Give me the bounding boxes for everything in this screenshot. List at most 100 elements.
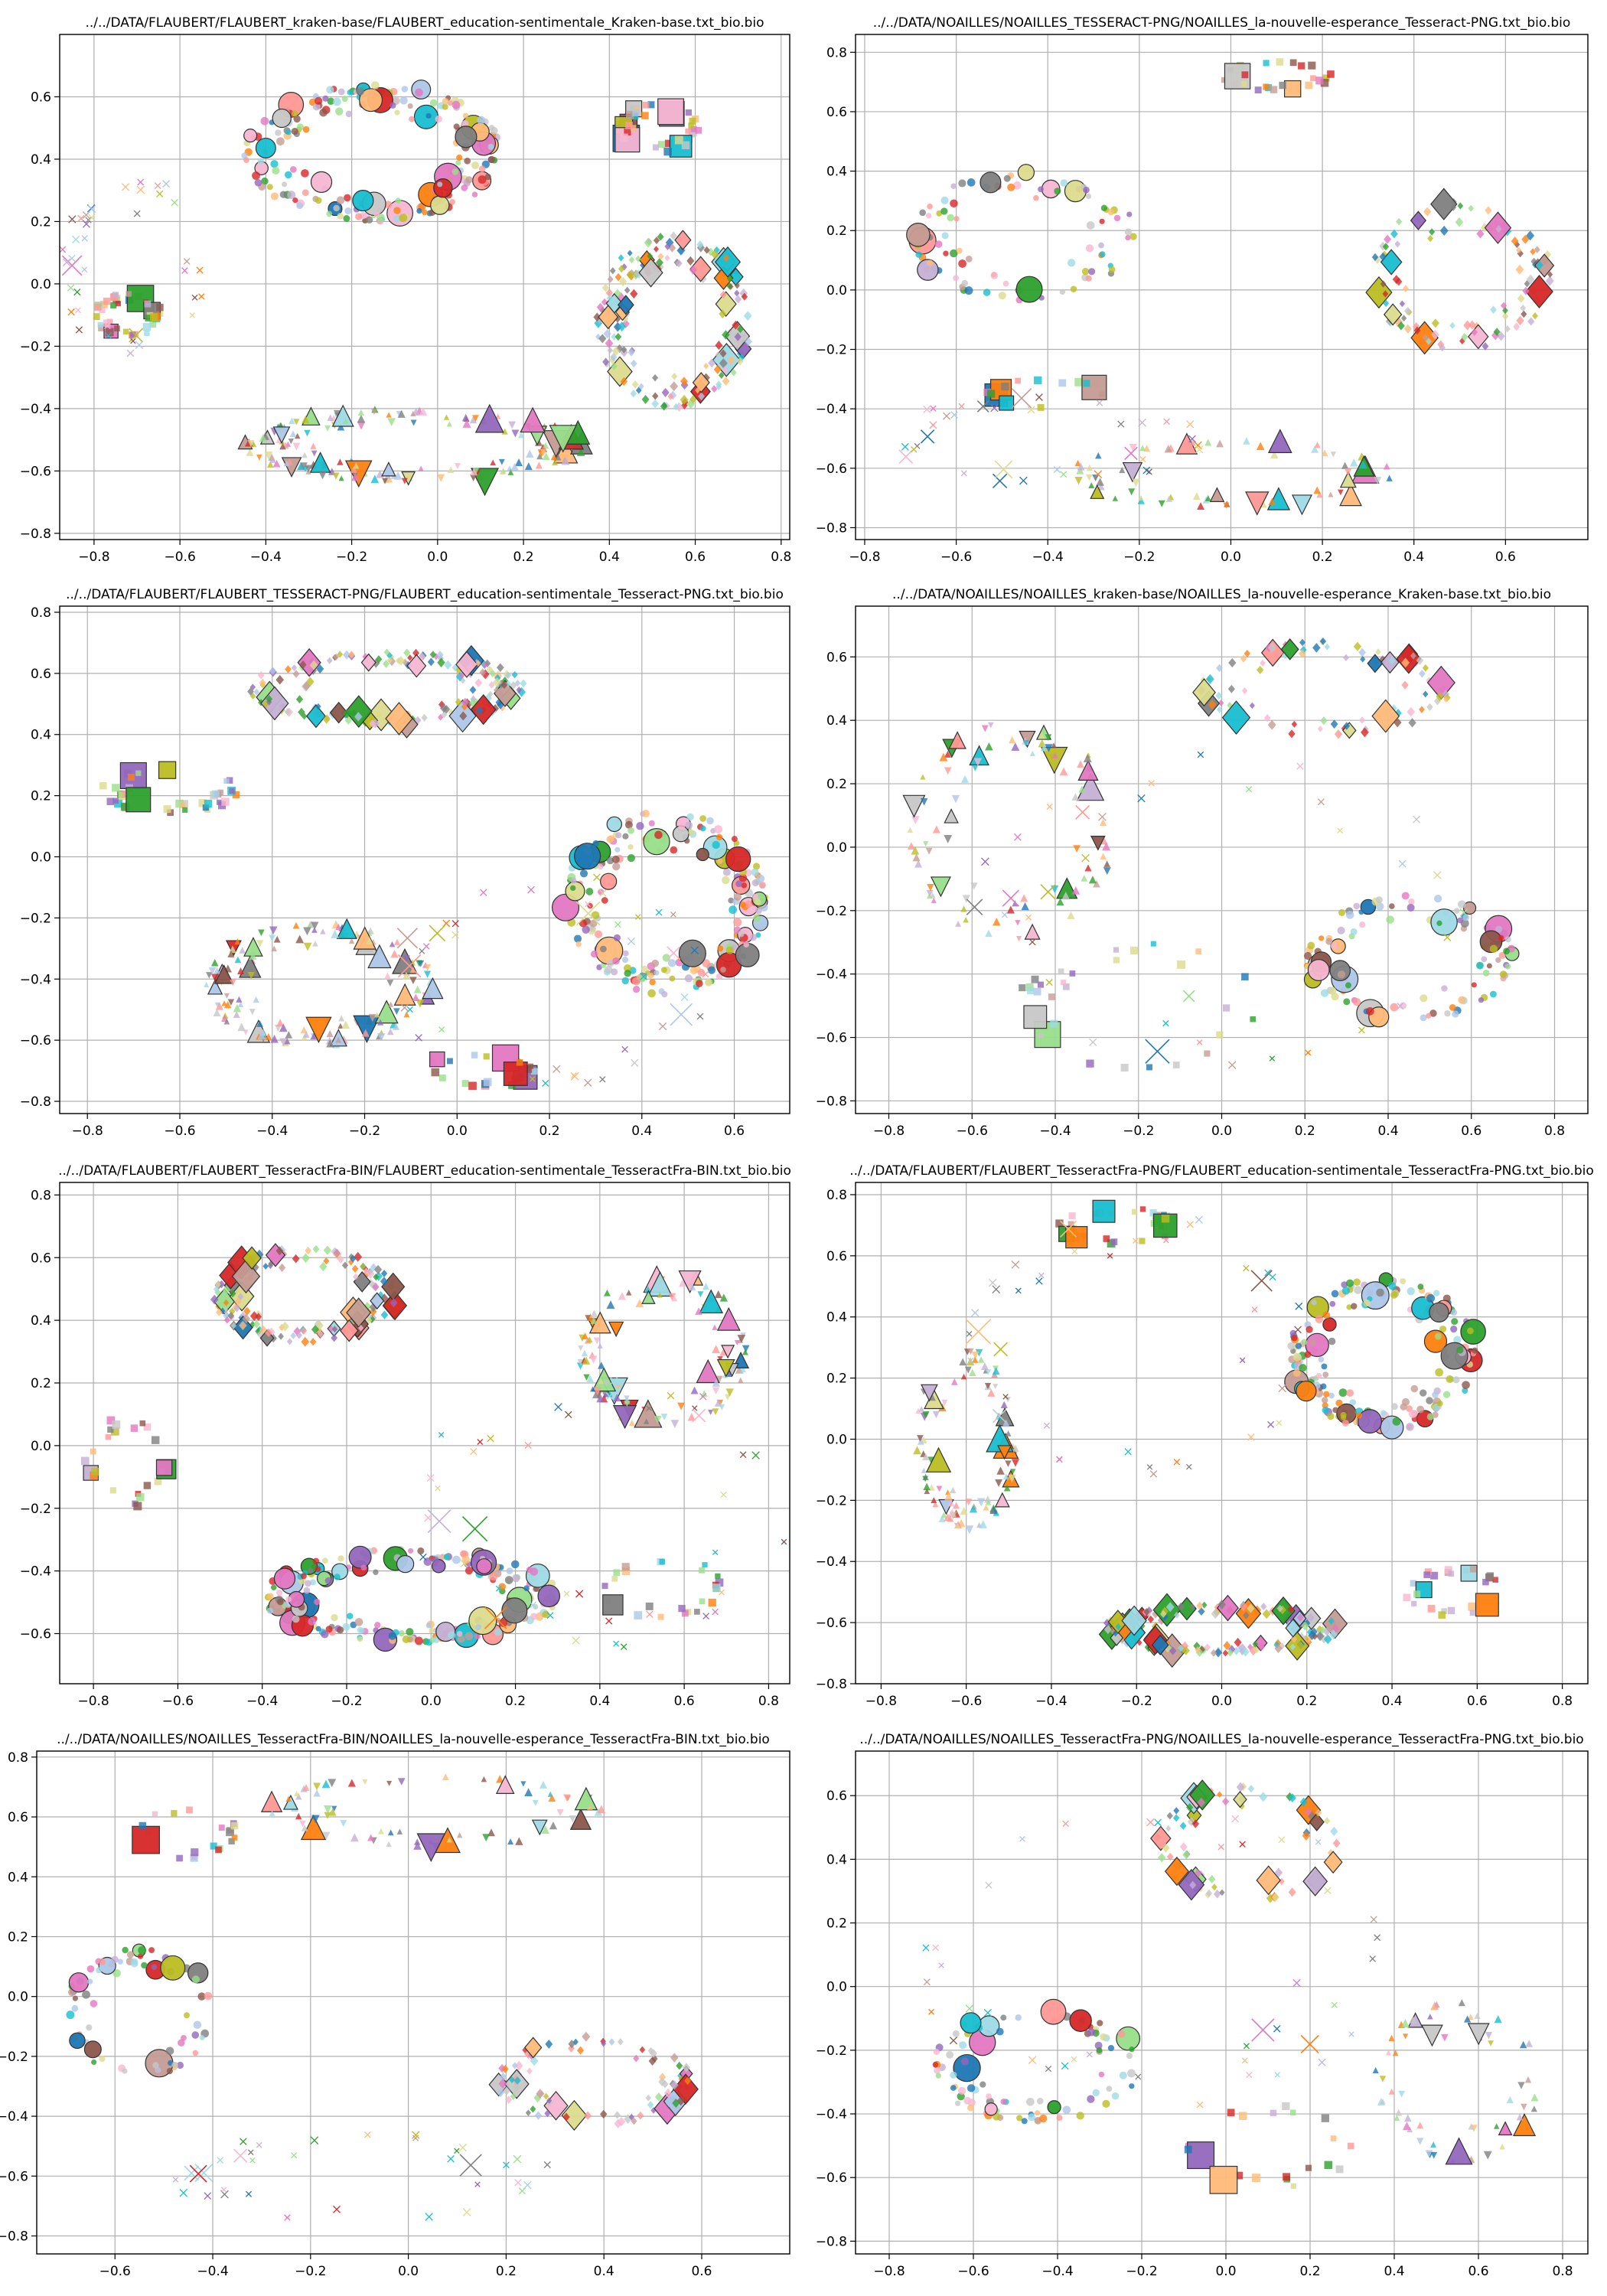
data-point: [1300, 1339, 1308, 1345]
data-point: [1234, 1637, 1242, 1648]
data-point: [1472, 1347, 1478, 1354]
data-point: [989, 1508, 996, 1514]
data-point: [599, 872, 618, 890]
data-point: [509, 2076, 515, 2084]
data-point: [1077, 462, 1085, 471]
data-point: [1390, 1291, 1398, 1299]
data-point: [370, 81, 380, 90]
data-point: [1227, 2108, 1235, 2117]
data-point: [118, 791, 127, 801]
data-point: [907, 827, 914, 833]
data-point: [966, 178, 976, 187]
data-point: [1158, 500, 1165, 507]
data-point: [967, 1348, 974, 1355]
data-point: [435, 115, 442, 123]
y-tick-label: 0.6: [826, 650, 847, 665]
data-point: [650, 2049, 657, 2058]
data-point: [592, 1367, 617, 1392]
data-point: [393, 1022, 400, 1030]
data-point: [1025, 983, 1034, 991]
data-point: [681, 401, 688, 410]
data-point: [958, 179, 966, 188]
y-tick-label: −0.2: [816, 2043, 847, 2059]
data-point: [297, 647, 321, 677]
data-point: [457, 1635, 465, 1643]
data-point: [254, 179, 262, 187]
data-point: [133, 210, 141, 217]
data-point: [1339, 483, 1362, 507]
data-point: [410, 419, 417, 426]
data-point: [143, 1482, 152, 1489]
data-point: [234, 938, 241, 945]
data-point: [461, 1555, 471, 1564]
data-point: [572, 2038, 579, 2046]
data-point: [412, 648, 420, 657]
data-point: [373, 1569, 379, 1575]
data-point: [1129, 2047, 1135, 2053]
data-point: [630, 359, 637, 368]
data-point: [1215, 691, 1223, 700]
x-tick-label: 0.0: [421, 1694, 442, 1709]
x-tick-label: −0.2: [336, 550, 367, 565]
y-tick-label: −0.6: [816, 1616, 847, 1631]
data-point: [1045, 2066, 1052, 2073]
data-point: [287, 191, 296, 200]
data-point: [276, 1019, 285, 1026]
data-point: [1442, 690, 1450, 699]
data-point: [310, 2136, 319, 2145]
data-point: [699, 1598, 706, 1605]
data-point: [554, 1403, 562, 1411]
data-point: [960, 1506, 968, 1515]
data-point: [1062, 983, 1070, 990]
data-point: [421, 713, 428, 722]
data-point: [624, 970, 631, 977]
data-point: [526, 449, 534, 458]
data-point: [739, 902, 746, 908]
data-point: [204, 2192, 212, 2200]
data-point: [1453, 908, 1460, 914]
data-point: [328, 1325, 334, 1332]
data-point: [1290, 1635, 1298, 1643]
data-point: [1208, 1874, 1216, 1883]
data-point: [578, 1345, 584, 1352]
data-point: [350, 1254, 357, 1263]
data-point: [399, 214, 408, 223]
data-point: [1276, 1420, 1283, 1427]
data-point: [513, 2076, 521, 2085]
data-point: [1159, 1609, 1167, 1618]
data-point: [1392, 275, 1400, 285]
data-point: [599, 889, 607, 897]
data-point: [702, 1613, 709, 1620]
data-point: [1278, 1836, 1286, 1844]
data-point: [548, 1794, 556, 1802]
data-point: [1143, 466, 1151, 475]
data-point: [1416, 2122, 1424, 2129]
data-point: [953, 2053, 981, 2082]
data-point: [429, 99, 438, 107]
data-point: [1483, 2151, 1492, 2160]
data-point: [1195, 1646, 1201, 1654]
data-point: [614, 2111, 621, 2119]
data-point: [1348, 2031, 1354, 2037]
data-point: [183, 258, 191, 265]
data-point: [300, 1326, 308, 1336]
data-point: [1530, 248, 1536, 256]
data-point: [1110, 1629, 1124, 1646]
data-point: [510, 462, 520, 471]
data-point: [1002, 1394, 1009, 1400]
y-tick-label: 0.0: [31, 277, 51, 292]
data-point: [637, 2111, 644, 2120]
data-point: [1327, 1412, 1335, 1420]
data-point: [668, 243, 676, 253]
data-point: [1295, 1302, 1303, 1310]
data-point: [262, 149, 269, 155]
data-point: [755, 932, 761, 938]
data-point: [931, 1497, 937, 1504]
data-point: [1179, 1821, 1187, 1830]
data-point: [947, 1508, 957, 1518]
data-point: [1323, 1634, 1332, 1645]
data-point: [162, 180, 171, 188]
data-point: [1222, 1004, 1231, 1012]
data-point: [275, 1246, 284, 1256]
y-tick-label: −0.6: [20, 1033, 51, 1049]
